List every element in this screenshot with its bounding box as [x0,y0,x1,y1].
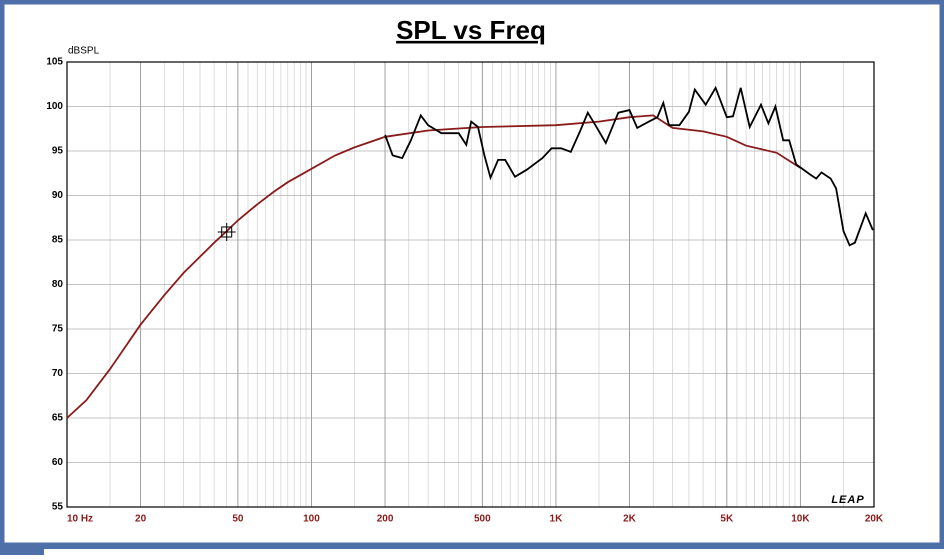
x-tick-label: 20 [135,514,147,525]
y-tick-label: 70 [52,368,64,379]
bottom-panel [44,549,944,555]
y-tick-label: 90 [52,190,64,201]
y-tick-label: 80 [52,279,64,290]
y-tick-label: 105 [46,57,63,68]
x-tick-label: 200 [377,514,394,525]
x-tick-label: 50 [232,514,244,525]
x-tick-label: 1K [550,514,564,525]
cursor-marker [217,222,236,241]
x-tick-label: 100 [303,514,320,525]
x-tick-label: 10K [791,514,810,525]
plot-area: 55 60 65 70 75 80 85 90 95 100 105 10 Hz 20 50 100 200 5… [46,57,884,525]
y-tick-label: 85 [52,235,64,246]
logo: LEAP [831,494,864,506]
series-line [384,85,874,247]
y-axis-label: dBSPL [68,46,100,57]
y-tick-label: 95 [52,146,64,157]
x-tick-label: 10 Hz [67,514,93,525]
x-tick-label: 20K [865,514,884,525]
y-tick-label: 75 [52,324,64,335]
y-tick-label: 60 [52,457,64,468]
y-tick-label: 65 [52,413,64,424]
x-tick-label: 2K [623,514,637,525]
x-tick-label: 500 [474,514,491,525]
chart-title: SPL vs Freq [396,15,546,45]
y-tick-label: 55 [52,502,64,513]
plot-border [66,61,875,508]
y-tick-label: 100 [46,101,63,112]
x-tick-label: 5K [720,514,734,525]
series-line [66,114,801,419]
